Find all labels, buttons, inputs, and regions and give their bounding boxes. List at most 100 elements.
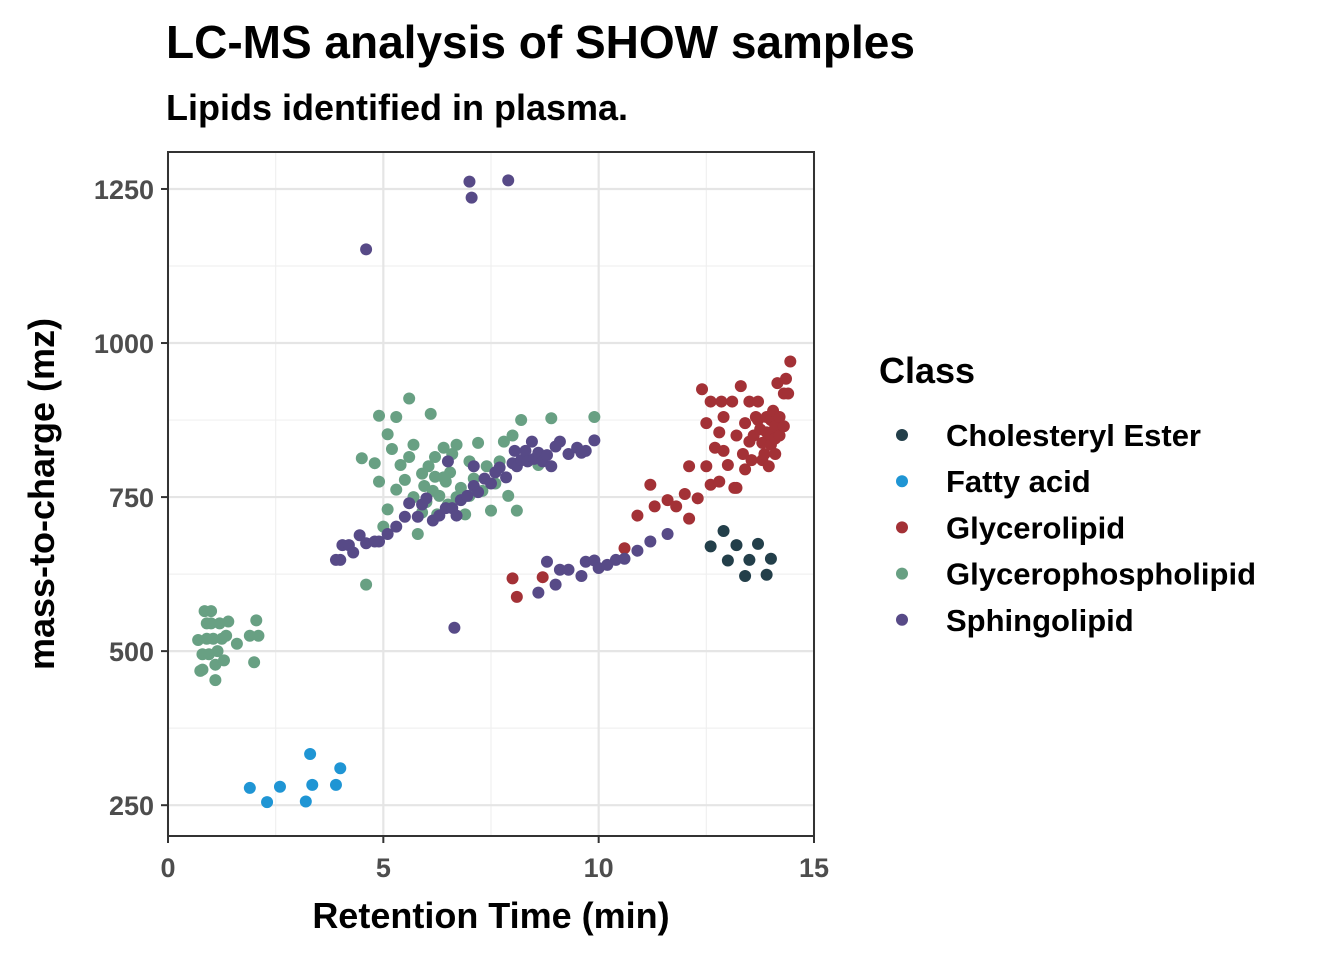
point-fatty-acid: [299, 795, 312, 808]
point-sphingolipid: [420, 492, 433, 505]
point-sphingolipid: [448, 621, 461, 634]
point-glycerophospholipid: [506, 429, 519, 442]
point-glycerolipid: [773, 429, 786, 442]
point-glycerolipid: [696, 383, 709, 396]
point-fatty-acid: [243, 781, 256, 794]
point-glycerophospholipid: [385, 443, 398, 456]
point-glycerolipid: [691, 492, 704, 505]
point-sphingolipid: [472, 486, 485, 499]
point-glycerophospholipid: [368, 457, 381, 470]
point-glycerolipid: [717, 444, 730, 457]
y-tick-label: 250: [109, 791, 154, 821]
point-glycerophospholipid: [250, 614, 263, 627]
point-glycerolipid: [769, 420, 782, 433]
x-tick-label: 5: [376, 853, 391, 883]
legend-key-glycerolipid: [896, 521, 908, 534]
y-tick-label: 1250: [94, 175, 154, 205]
point-sphingolipid: [500, 471, 513, 484]
point-sphingolipid: [508, 444, 521, 457]
point-sphingolipid: [545, 460, 558, 473]
point-fatty-acid: [261, 796, 274, 809]
point-sphingolipid: [519, 444, 532, 457]
axes: 0 5 10 15 250 500 750 1000 1250: [94, 175, 829, 883]
point-cholesteryl-ester: [730, 539, 743, 552]
point-glycerophospholipid: [450, 438, 463, 451]
x-axis-title: Retention Time (min): [312, 895, 669, 936]
point-glycerolipid: [743, 395, 756, 408]
point-cholesteryl-ester: [704, 540, 717, 553]
point-sphingolipid: [411, 510, 424, 523]
point-sphingolipid: [631, 544, 644, 557]
point-glycerophospholipid: [429, 451, 442, 464]
point-sphingolipid: [549, 578, 562, 591]
point-glycerophospholipid: [480, 460, 493, 473]
point-sphingolipid: [353, 529, 366, 542]
point-sphingolipid: [661, 528, 674, 541]
point-glycerophospholipid: [381, 503, 394, 516]
point-glycerolipid: [734, 380, 747, 393]
point-glycerolipid: [661, 494, 674, 507]
point-sphingolipid: [347, 546, 360, 559]
point-sphingolipid: [525, 435, 538, 448]
point-sphingolipid: [463, 175, 476, 188]
point-sphingolipid: [381, 528, 394, 541]
point-cholesteryl-ester: [764, 552, 777, 565]
point-glycerophospholipid: [373, 475, 386, 488]
point-sphingolipid: [575, 569, 588, 582]
x-tick-label: 0: [160, 853, 175, 883]
legend-key-sphingolipid: [896, 613, 908, 626]
point-glycerophospholipid: [545, 412, 558, 425]
point-glycerolipid: [769, 447, 782, 460]
point-fatty-acid: [306, 778, 319, 791]
legend-label-sphingolipid: Sphingolipid: [946, 603, 1134, 638]
point-glycerophospholipid: [472, 436, 485, 449]
point-glycerophospholipid: [355, 452, 368, 465]
chart-title: LC-MS analysis of SHOW samples: [166, 16, 915, 68]
point-glycerophospholipid: [403, 451, 416, 464]
point-sphingolipid: [465, 191, 478, 204]
point-sphingolipid: [493, 461, 506, 474]
point-fatty-acid: [329, 778, 342, 791]
point-glycerophospholipid: [515, 414, 528, 427]
point-glycerophospholipid: [437, 441, 450, 454]
point-glycerolipid: [506, 572, 519, 585]
point-glycerolipid: [683, 512, 696, 525]
point-fatty-acid: [334, 762, 347, 775]
point-glycerolipid: [510, 590, 523, 603]
point-glycerophospholipid: [497, 435, 510, 448]
point-glycerolipid: [739, 417, 752, 430]
point-glycerolipid: [704, 395, 717, 408]
point-sphingolipid: [588, 434, 601, 447]
point-glycerolipid: [631, 509, 644, 522]
legend-title: Class: [879, 350, 975, 391]
point-cholesteryl-ester: [743, 553, 756, 566]
point-cholesteryl-ester: [739, 569, 752, 582]
point-glycerophospholipid: [454, 481, 467, 494]
point-sphingolipid: [467, 460, 480, 473]
point-glycerolipid: [700, 460, 713, 473]
point-glycerophospholipid: [248, 656, 261, 669]
point-glycerophospholipid: [407, 438, 420, 451]
point-cholesteryl-ester: [752, 537, 765, 550]
point-glycerolipid: [713, 426, 726, 439]
point-glycerophospholipid: [230, 637, 243, 650]
point-glycerophospholipid: [403, 392, 416, 405]
point-glycerophospholipid: [220, 629, 233, 642]
point-glycerolipid: [536, 571, 549, 584]
point-sphingolipid: [441, 455, 454, 468]
point-glycerolipid: [670, 500, 683, 513]
point-glycerophospholipid: [196, 663, 209, 676]
x-tick-label: 15: [799, 853, 829, 883]
point-sphingolipid: [450, 509, 463, 522]
point-glycerolipid: [762, 460, 775, 473]
point-glycerolipid: [773, 410, 786, 423]
legend-key-cholesteryl-ester: [896, 429, 908, 441]
y-axis-title: mass-to-charge (mz): [21, 318, 62, 670]
point-glycerolipid: [730, 481, 743, 494]
point-glycerophospholipid: [398, 473, 411, 486]
legend: Class Cholesteryl Ester Fatty acid Glycero…: [879, 350, 1256, 638]
point-glycerophospholipid: [485, 504, 497, 517]
point-glycerophospholipid: [416, 467, 429, 480]
point-sphingolipid: [553, 435, 566, 448]
legend-label-cholesteryl-ester: Cholesteryl Ester: [946, 418, 1201, 453]
